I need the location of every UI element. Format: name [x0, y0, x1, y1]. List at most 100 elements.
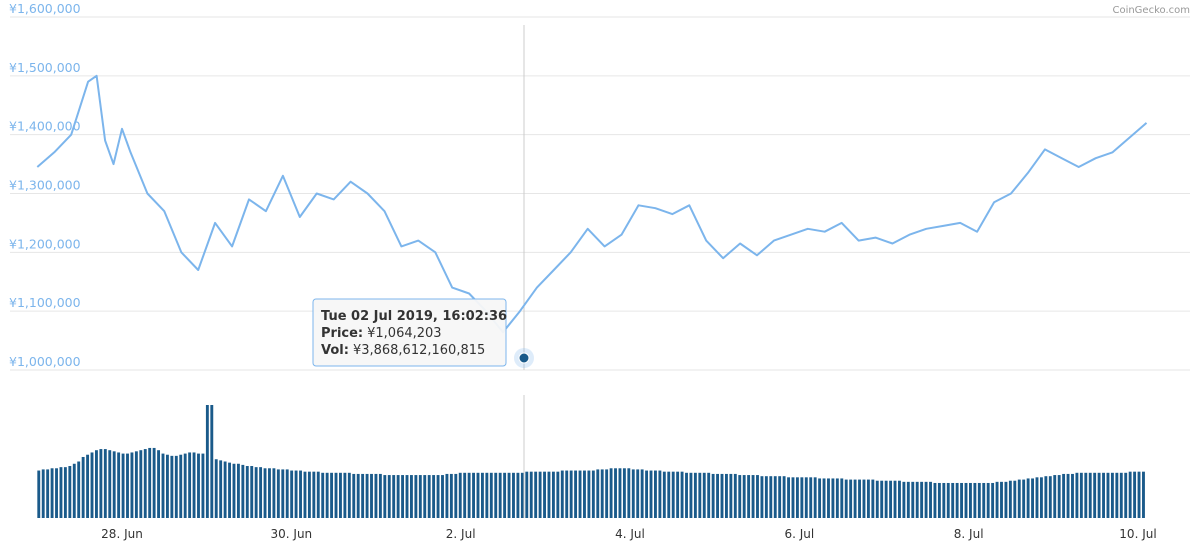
volume-bar: [671, 471, 675, 518]
volume-bar: [955, 482, 959, 518]
volume-bar: [600, 469, 604, 518]
volume-bar: [414, 475, 418, 518]
volume-bar: [312, 471, 316, 518]
volume-bar: [622, 468, 626, 518]
volume-bar: [1071, 473, 1074, 518]
volume-bar: [667, 471, 671, 518]
volume-bar: [538, 471, 542, 518]
volume-bar: [347, 472, 351, 518]
volume-bar: [525, 471, 529, 518]
volume-bar: [707, 472, 711, 518]
volume-bar: [849, 479, 853, 518]
y-tick-label: ¥1,500,000: [9, 60, 81, 75]
volume-bar: [609, 468, 613, 518]
credit-link[interactable]: CoinGecko.com: [1112, 5, 1190, 16]
volume-bar: [90, 452, 94, 518]
volume-bar: [507, 472, 511, 518]
x-tick-label: 4. Jul: [615, 527, 645, 541]
volume-bar: [662, 471, 666, 518]
volume-bar: [197, 453, 200, 518]
volume-bar: [751, 475, 755, 518]
price-line: [36, 74, 1148, 334]
volume-bar: [157, 450, 160, 518]
volume-bar: [645, 470, 649, 518]
volume-bar: [165, 454, 169, 518]
volume-bar: [476, 472, 480, 518]
volume-bar: [1017, 479, 1021, 518]
volume-bar: [880, 480, 884, 518]
volume-bar: [99, 449, 103, 518]
volume-bar: [680, 471, 684, 518]
tooltip-price-value: ¥1,064,203: [367, 326, 441, 341]
volume-bar: [148, 447, 152, 518]
volume-bar: [543, 471, 546, 518]
volume-bar: [676, 471, 680, 518]
volume-bar: [103, 449, 107, 518]
volume-bar: [924, 481, 928, 518]
volume-bar: [352, 473, 356, 518]
volume-bar: [339, 472, 342, 518]
volume-bar: [587, 470, 591, 518]
volume-bar: [702, 472, 706, 518]
volume-bar: [1048, 476, 1052, 518]
volume-bar: [583, 470, 586, 518]
volume-bar: [574, 470, 578, 518]
tooltip: Tue 02 Jul 2019, 16:02:36 Price: ¥1,064,2…: [312, 298, 507, 367]
volume-bar: [1137, 471, 1141, 518]
volume-bar: [432, 475, 436, 518]
volume-bar: [219, 460, 223, 518]
volume-bar: [188, 452, 192, 518]
volume-bar: [77, 461, 81, 518]
volume-bar: [596, 469, 600, 518]
volume-bar: [991, 482, 995, 518]
volume-bar: [401, 475, 405, 518]
volume-bar: [378, 473, 382, 518]
volume-bar: [1000, 481, 1003, 518]
volume-bar: [365, 473, 369, 518]
tooltip-vol-row: Vol: ¥3,868,612,160,815: [321, 343, 485, 358]
volume-bar: [818, 478, 822, 518]
volume-bar: [334, 472, 338, 518]
volume-bar: [139, 450, 143, 518]
volume-bar: [37, 470, 41, 518]
volume-bar: [183, 453, 187, 518]
volume-bar: [436, 475, 440, 518]
volume-bar: [853, 479, 857, 518]
volume-bar: [1119, 472, 1123, 518]
tooltip-vol-value: ¥3,868,612,160,815: [353, 343, 485, 358]
volume-bar: [614, 468, 617, 518]
volume-bar: [569, 470, 573, 518]
volume-bar: [591, 470, 595, 518]
volume-bar: [303, 471, 307, 518]
volume-bar: [387, 475, 391, 518]
volume-bar: [1044, 476, 1048, 518]
tooltip-vol-label: Vol:: [321, 343, 349, 358]
volume-bar: [782, 476, 786, 518]
volume-bar: [205, 405, 209, 518]
volume-bar: [1075, 472, 1079, 518]
volume-bar: [871, 479, 875, 518]
volume-bar: [458, 472, 462, 518]
volume-bar: [276, 469, 280, 518]
volume-bar: [1102, 472, 1105, 518]
volume-bar: [986, 482, 990, 518]
volume-bar: [108, 450, 112, 518]
volume-bar: [1066, 473, 1070, 518]
volume-bar: [50, 468, 54, 518]
volume-bar: [973, 482, 977, 518]
volume-bar: [902, 481, 906, 518]
volume-bar: [547, 471, 551, 518]
volume-bar: [290, 470, 294, 518]
volume-bar: [1022, 479, 1026, 518]
volume-bar: [494, 472, 498, 518]
volume-bar: [427, 475, 431, 518]
volume-bar: [685, 472, 688, 518]
volume-bar: [59, 467, 63, 518]
hover-marker[interactable]: [518, 352, 530, 364]
volume-bar: [835, 478, 839, 518]
y-tick-label: ¥1,400,000: [9, 119, 81, 134]
volume-bar: [86, 454, 90, 518]
volume-bar: [1133, 471, 1137, 518]
volume-bar: [698, 472, 702, 518]
volume-bar: [960, 482, 964, 518]
